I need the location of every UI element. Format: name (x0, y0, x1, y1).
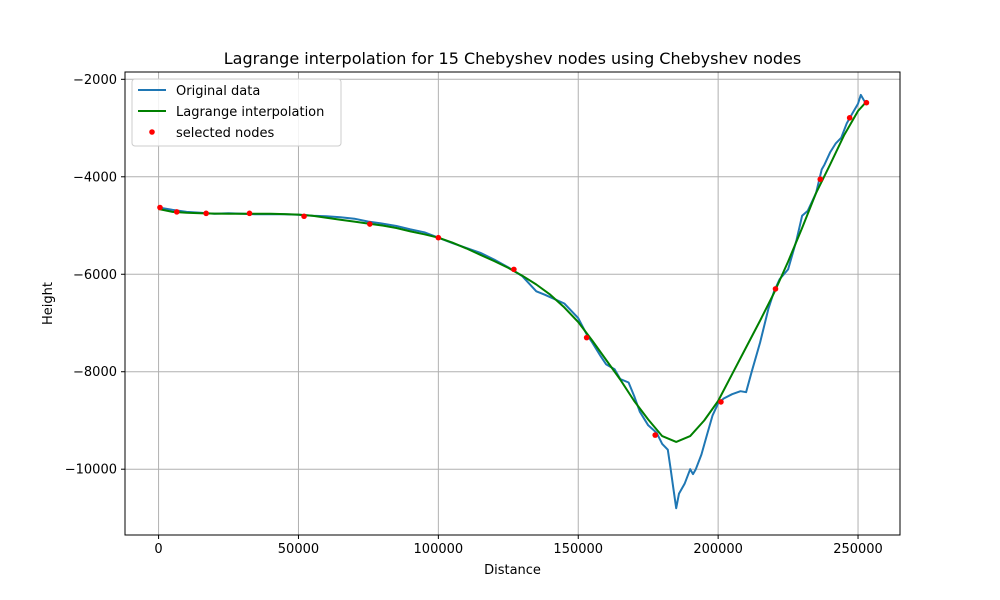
gridlines (125, 72, 900, 535)
y-tick-label: −4000 (73, 170, 117, 185)
series-line-original-data (158, 93, 868, 510)
selected-node-point (652, 432, 658, 438)
selected-node-point (772, 286, 779, 292)
selected-node-point (846, 115, 853, 121)
x-tick-label: 0 (154, 542, 162, 557)
legend: Original data Lagrange interpolation sel… (131, 78, 342, 147)
y-tick-label: −10000 (65, 463, 117, 478)
selected-node-point (301, 213, 307, 220)
y-tick-label: −2000 (73, 73, 117, 88)
selected-node-point (173, 209, 180, 215)
selected-node-point (511, 266, 517, 273)
x-tick-label: 200000 (693, 542, 743, 557)
selected-node-point (583, 334, 590, 341)
x-tick-label: 250000 (833, 542, 883, 557)
y-tick-label: −6000 (73, 268, 117, 283)
chart-title: Lagrange interpolation for 15 Chebyshev … (224, 49, 801, 68)
selected-node-point (718, 399, 724, 405)
selected-node-point (367, 221, 373, 227)
selected-nodes-layer (157, 99, 870, 438)
legend-box (131, 78, 342, 147)
legend-label-selected-nodes: selected nodes (176, 126, 274, 141)
selected-node-point (203, 210, 209, 217)
selected-node-point (246, 210, 253, 217)
selected-node-point (435, 234, 442, 241)
y-axis-ticks: −10000 −8000 −6000 −4000 −2000 (65, 73, 125, 478)
x-tick-label: 50000 (278, 542, 319, 557)
legend-label-original-data: Original data (176, 84, 260, 99)
selected-node-point (157, 204, 163, 211)
x-axis-label: Distance (484, 563, 541, 578)
legend-swatch-selected-nodes (149, 129, 155, 135)
selected-node-point (863, 99, 870, 106)
legend-label-lagrange-interpolation: Lagrange interpolation (176, 105, 324, 120)
y-axis-label: Height (41, 282, 56, 325)
y-tick-label: −8000 (73, 365, 117, 380)
plot-frame (124, 71, 901, 536)
selected-node-point (817, 176, 824, 183)
x-tick-label: 150000 (553, 542, 603, 557)
x-tick-label: 100000 (414, 542, 464, 557)
x-axis-ticks: 0 50000 100000 150000 200000 250000 (154, 535, 883, 557)
